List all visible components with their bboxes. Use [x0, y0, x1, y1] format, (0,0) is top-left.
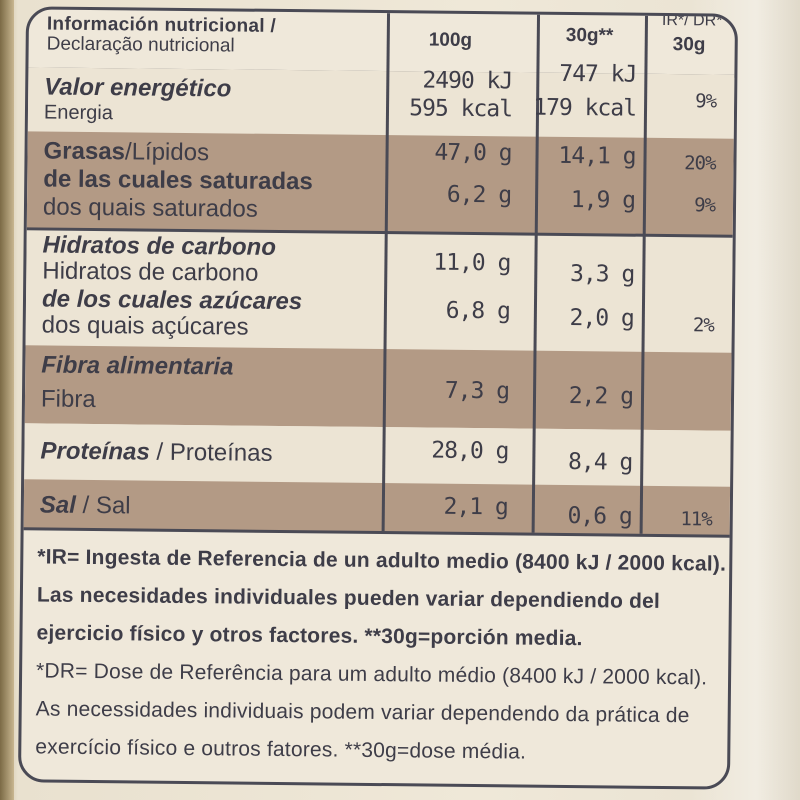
- protein-100g: 28,0 g: [431, 437, 509, 465]
- protein-label-pt: Proteínas: [169, 438, 273, 467]
- footnote-dr-line3: exercício físico e outros fatores. **30g…: [35, 735, 527, 764]
- salt-label-separator: /: [75, 491, 97, 520]
- fat-ir: 20%: [684, 152, 716, 175]
- energy-30g-kj: 747 kJ: [559, 60, 637, 88]
- sugars-label-pt: dos quais açúcares: [41, 311, 249, 341]
- fat-30g: 14,1 g: [558, 142, 636, 170]
- energy-100g-kcal: 595 kcal: [409, 95, 513, 123]
- nutrition-table: Información nutricional / Declaração nut…: [17, 6, 739, 790]
- fat-label-pt: Lípidos: [131, 138, 210, 167]
- energy-label-es: Valor energético: [44, 73, 232, 103]
- package-edge-shadow: [0, 0, 14, 800]
- protein-30g: 8,4 g: [567, 448, 633, 476]
- energy-label-pt: Energia: [43, 101, 114, 125]
- footnote-dr-line1: *DR= Dose de Referência para um adulto m…: [36, 659, 708, 690]
- saturated-ir: 9%: [694, 194, 716, 217]
- saturated-100g: 6,2 g: [446, 181, 512, 209]
- salt-ir: 11%: [680, 508, 712, 531]
- salt-100g: 2,1 g: [443, 493, 508, 521]
- fat-label-es: Grasas: [43, 137, 126, 166]
- fibre-30g: 2,2 g: [568, 382, 634, 410]
- sugars-ir: 2%: [692, 314, 714, 337]
- carbs-30g: 3,3 g: [569, 261, 635, 288]
- energy-100g-kj: 2490 kJ: [422, 67, 513, 95]
- header-col-100g: 100g: [428, 29, 473, 51]
- protein-label-separator: /: [149, 438, 170, 466]
- footnote-ir-line1: *IR= Ingesta de Referencia de un adulto …: [37, 545, 727, 576]
- saturated-label-pt: dos quais saturados: [42, 193, 258, 223]
- footnote-dr-line2: As necessidades individuais podem variar…: [35, 697, 690, 728]
- saturated-30g: 1,9 g: [570, 187, 636, 214]
- fat-100g: 47,0 g: [434, 139, 512, 167]
- salt-label: Sal / Sal: [40, 491, 131, 520]
- sugars-100g: 6,8 g: [445, 297, 511, 325]
- fat-label: Grasas/Lípidos: [43, 137, 210, 167]
- protein-label-es: Proteínas: [40, 437, 150, 466]
- fibre-label-pt: Fibra: [40, 385, 96, 414]
- salt-label-es: Sal: [39, 491, 77, 519]
- header-col-ir: IR*/ DR*: [661, 11, 723, 30]
- carbs-label-pt: Hidratos de carbono: [42, 257, 259, 287]
- saturated-label-es: de las cuales saturadas: [43, 165, 313, 196]
- header-col-ir-30g: 30g: [672, 34, 706, 56]
- protein-label: Proteínas / Proteínas: [40, 437, 272, 467]
- footnote-ir-line3: ejercicio físico y otros factores. **30g…: [36, 621, 583, 651]
- fibre-label-es: Fibra alimentaria: [41, 351, 234, 381]
- fibre-100g: 7,3 g: [444, 377, 510, 405]
- energy-30g-kcal: 179 kcal: [533, 94, 637, 122]
- energy-ir: 9%: [695, 90, 717, 113]
- salt-30g: 0,6 g: [567, 502, 632, 530]
- footnote-ir-line2: Las necesidades individuales pueden vari…: [36, 583, 661, 613]
- salt-label-pt: Sal: [95, 492, 131, 520]
- header-col-30g: 30g**: [565, 24, 614, 47]
- header-title-pt: Declaração nutricional: [46, 33, 235, 57]
- carbs-100g: 11,0 g: [433, 249, 511, 277]
- sugars-30g: 2,0 g: [569, 305, 634, 332]
